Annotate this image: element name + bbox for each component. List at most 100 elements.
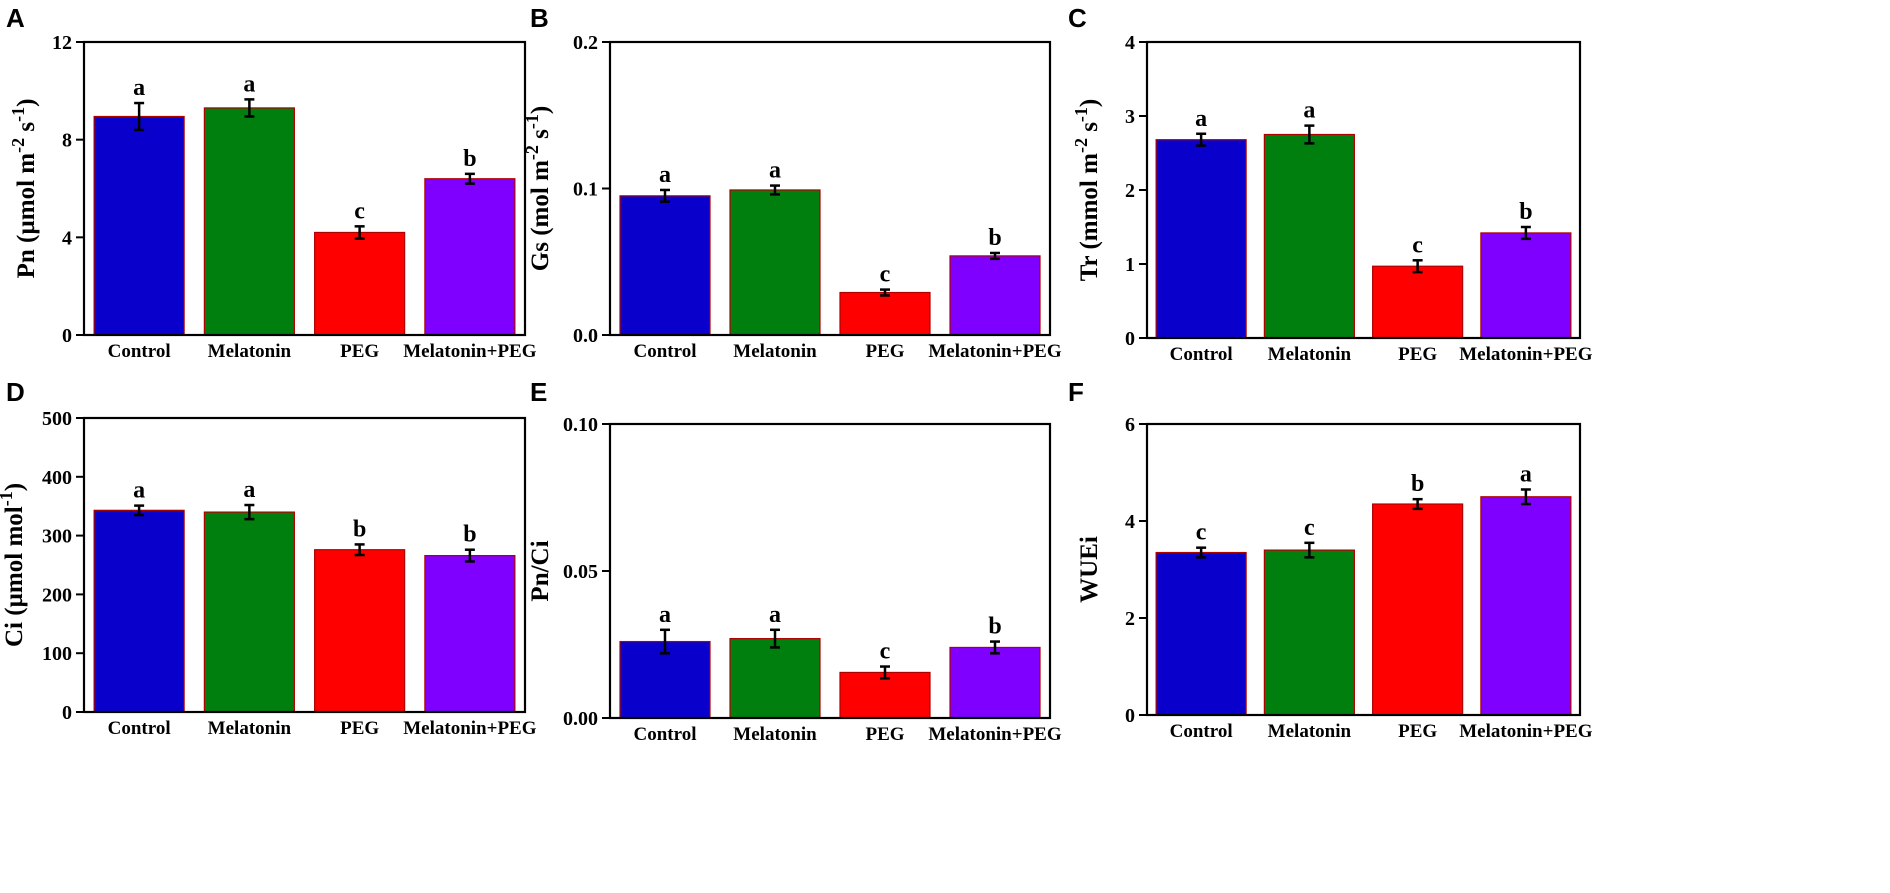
significance-letter: b bbox=[353, 516, 366, 542]
plot-frame bbox=[82, 416, 527, 714]
bar-melatonin bbox=[729, 638, 821, 719]
significance-letter: a bbox=[243, 477, 255, 503]
y-tick-label: 0 bbox=[1125, 328, 1135, 350]
significance-letter: b bbox=[988, 614, 1001, 640]
y-tick-label: 12 bbox=[52, 32, 72, 54]
plot-frame bbox=[1145, 40, 1582, 340]
bar-melatonin bbox=[203, 107, 295, 336]
significance-letter: a bbox=[1520, 461, 1532, 487]
panel-f: Fc Control c Melatonin b PEG a Melatonin+PEG 0 2 4… bbox=[1068, 377, 1593, 742]
y-tick-label: 0.0 bbox=[573, 325, 598, 347]
y-tick-label: 500 bbox=[42, 408, 72, 430]
y-tick-label: 4 bbox=[1125, 511, 1135, 533]
bar-melatonin-plus-peg bbox=[424, 554, 516, 713]
significance-letter: c bbox=[880, 262, 891, 288]
significance-letter: a bbox=[659, 602, 671, 628]
error-bar bbox=[464, 172, 475, 185]
error-bar bbox=[354, 543, 365, 557]
bar-peg bbox=[839, 671, 931, 719]
error-bar bbox=[1412, 497, 1423, 511]
error-bar bbox=[770, 628, 780, 649]
significance-letter: a bbox=[133, 478, 145, 504]
y-axis-title: Ci (µmol mol-1) bbox=[0, 483, 28, 647]
error-bar bbox=[1412, 259, 1423, 274]
panel-b: Ba Control a Melatonin c PEG b Melatonin+PEG 0.0… bbox=[522, 3, 1062, 362]
error-bar bbox=[1304, 124, 1315, 145]
x-tick-label: PEG bbox=[865, 724, 904, 745]
significance-letter: b bbox=[1519, 199, 1532, 225]
y-axis-title: Pn (µmol m-2 s-1) bbox=[8, 99, 40, 279]
panel-a: Aa Control a Melatonin c PEG b Melatonin+PEG 0 4 8… bbox=[6, 3, 537, 362]
x-tick-label: Melatonin+PEG bbox=[1459, 721, 1592, 742]
y-tick-label: 0.05 bbox=[563, 561, 598, 583]
y-tick-label: 400 bbox=[42, 467, 72, 489]
significance-letter: b bbox=[1411, 471, 1424, 497]
error-bar bbox=[660, 188, 670, 203]
y-tick-label: 0.1 bbox=[573, 179, 598, 201]
y-axis-title: Tr (mmol m-2 s-1) bbox=[1071, 99, 1103, 282]
x-tick-label: Control bbox=[108, 341, 171, 362]
y-tick-label: 4 bbox=[62, 227, 72, 249]
x-tick-label: PEG bbox=[1398, 344, 1437, 365]
panel-letter: F bbox=[1068, 377, 1084, 407]
significance-letter: b bbox=[988, 225, 1001, 251]
x-tick-label: Control bbox=[634, 341, 697, 362]
bar-control bbox=[1155, 139, 1247, 339]
y-tick-label: 0 bbox=[62, 702, 72, 724]
x-tick-label: PEG bbox=[340, 341, 379, 362]
bar-control bbox=[93, 509, 185, 713]
x-tick-label: Melatonin bbox=[208, 718, 292, 739]
significance-letter: c bbox=[1412, 232, 1423, 258]
error-bar bbox=[990, 251, 1000, 261]
x-tick-label: Control bbox=[1170, 721, 1233, 742]
x-tick-label: Melatonin+PEG bbox=[403, 341, 536, 362]
bar-control bbox=[619, 195, 711, 336]
bar-control bbox=[93, 115, 185, 336]
x-tick-label: Melatonin bbox=[208, 341, 292, 362]
x-tick-label: Control bbox=[634, 724, 697, 745]
panel-letter: B bbox=[530, 3, 549, 33]
x-tick-label: Melatonin+PEG bbox=[403, 718, 536, 739]
significance-letter: c bbox=[1304, 515, 1315, 541]
bar-melatonin bbox=[1263, 549, 1355, 716]
error-bar bbox=[354, 225, 365, 240]
panel-letter: E bbox=[530, 377, 547, 407]
bar-peg bbox=[314, 231, 406, 336]
error-bar bbox=[1304, 541, 1315, 559]
significance-letter: c bbox=[354, 198, 365, 224]
error-bar bbox=[880, 665, 890, 680]
bar-melatonin-plus-peg bbox=[1480, 232, 1572, 339]
significance-letter: a bbox=[659, 162, 671, 188]
significance-letter: a bbox=[243, 71, 255, 97]
panel-e: Ea Control a Melatonin c PEG b Melatonin+PEG 0.0… bbox=[527, 377, 1062, 745]
y-tick-label: 3 bbox=[1125, 106, 1135, 128]
plot-frame bbox=[608, 40, 1052, 337]
bar-melatonin bbox=[1263, 133, 1355, 339]
x-tick-label: Melatonin bbox=[1268, 344, 1352, 365]
panel-letter: A bbox=[6, 3, 25, 33]
error-bar bbox=[1196, 132, 1207, 147]
x-tick-label: PEG bbox=[1398, 721, 1437, 742]
bar-melatonin-plus-peg bbox=[949, 646, 1041, 719]
bar-melatonin bbox=[203, 511, 295, 713]
panel-d: Da Control a Melatonin b PEG b Melatonin+PEG 0 10… bbox=[0, 377, 537, 739]
significance-letter: c bbox=[880, 639, 891, 665]
bar-peg bbox=[314, 549, 406, 713]
y-tick-label: 0.2 bbox=[573, 32, 598, 54]
plot-frame bbox=[608, 422, 1052, 720]
error-bar bbox=[1520, 225, 1531, 241]
y-axis-title: Gs (mol m-2 s-1) bbox=[522, 106, 554, 271]
y-tick-label: 0.10 bbox=[563, 414, 598, 436]
panel-letter: C bbox=[1068, 3, 1087, 33]
y-tick-label: 6 bbox=[1125, 414, 1135, 436]
y-axis-title: WUEi bbox=[1076, 536, 1103, 603]
bar-melatonin-plus-peg bbox=[1480, 496, 1572, 716]
bar-peg bbox=[1372, 265, 1464, 339]
x-tick-label: Control bbox=[108, 718, 171, 739]
y-tick-label: 300 bbox=[42, 526, 72, 548]
error-bar bbox=[880, 288, 890, 297]
plot-frame bbox=[82, 40, 527, 337]
x-tick-label: Melatonin+PEG bbox=[1459, 344, 1592, 365]
x-tick-label: Control bbox=[1170, 344, 1233, 365]
